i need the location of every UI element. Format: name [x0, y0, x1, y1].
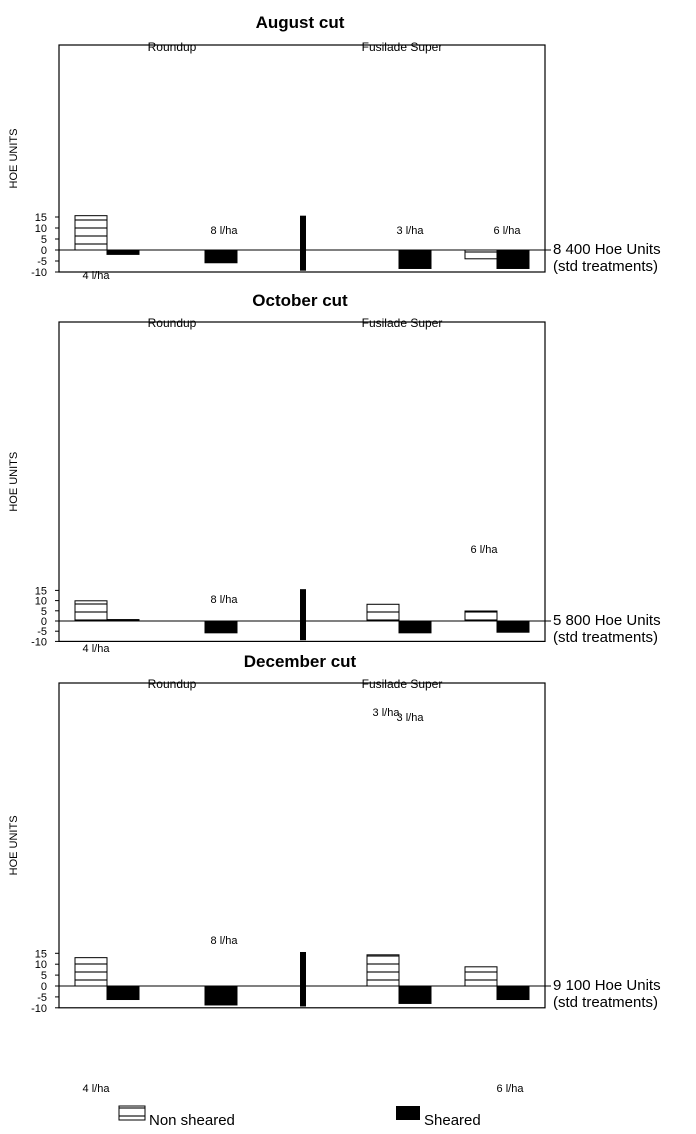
dose-label: 3 l/ha [397, 712, 425, 724]
y-tick-label: 10 [35, 223, 47, 235]
y-tick-label: 10 [35, 959, 47, 971]
dose-label: 3 l/ha [397, 225, 425, 237]
group-label: Fusilade Super [362, 316, 443, 330]
bar-non-sheared [366, 603, 400, 622]
bar-non-sheared [74, 957, 108, 987]
dose-label: 6 l/ha [471, 544, 499, 556]
y-tick-label: 15 [35, 585, 47, 597]
legend-swatch-non-sheared [118, 1105, 146, 1121]
y-tick-label: 10 [35, 596, 47, 608]
y-tick-label: 15 [35, 212, 47, 224]
dose-label: 4 l/ha [83, 270, 111, 282]
dose-label: 3 l/ha [373, 707, 401, 719]
group-divider [300, 589, 306, 641]
group-label: Roundup [148, 677, 197, 691]
bar-sheared [204, 249, 238, 264]
y-tick-label: 15 [35, 948, 47, 960]
dose-label: 6 l/ha [497, 1083, 525, 1095]
y-tick-label: 5 [41, 234, 47, 246]
bar-sheared [496, 620, 530, 633]
bar-sheared [496, 985, 530, 1001]
group-label: Fusilade Super [362, 677, 443, 691]
bar-non-sheared [464, 249, 498, 260]
bar-sheared [398, 249, 432, 269]
y-tick-label: 0 [41, 981, 47, 993]
group-divider [300, 951, 306, 1007]
chart-title: October cut [252, 291, 348, 310]
y-tick-label: -5 [37, 256, 47, 268]
legend: Non sheared Sheared [118, 1105, 481, 1129]
y-tick-label: 5 [41, 606, 47, 618]
bar-sheared [204, 985, 238, 1006]
group-label: Roundup [148, 40, 197, 54]
bar-non-sheared [366, 954, 400, 987]
hoe-units-label: 9 100 Hoe Units [553, 977, 661, 994]
hoe-units-label: 5 800 Hoe Units [553, 612, 661, 629]
bar-sheared [398, 985, 432, 1004]
hoe-units-label: 8 400 Hoe Units [553, 241, 661, 258]
y-axis-label: HOE UNITS [8, 129, 20, 189]
group-label: Roundup [148, 316, 197, 330]
y-tick-label: 0 [41, 245, 47, 257]
bar-sheared [204, 620, 238, 634]
dose-label: 4 l/ha [83, 643, 111, 655]
dose-label: 6 l/ha [494, 225, 522, 237]
y-tick-label: 0 [41, 616, 47, 628]
dose-label: 8 l/ha [211, 594, 239, 606]
bar-sheared [106, 249, 140, 255]
legend-label-non-sheared: Non sheared [149, 1112, 235, 1129]
bar-sheared [496, 249, 530, 269]
chart-panel: August cut Roundup Fusilade Super 151050-5-… [8, 13, 661, 282]
bar-sheared [106, 985, 140, 1001]
y-tick-label: -10 [31, 267, 47, 279]
y-tick-label: -10 [31, 1003, 47, 1015]
group-divider [300, 215, 306, 271]
plot-frame [58, 44, 546, 273]
bar-non-sheared [74, 600, 108, 622]
y-tick-label: -5 [37, 992, 47, 1004]
chart-title: August cut [256, 13, 345, 32]
y-axis-label: HOE UNITS [8, 452, 20, 512]
plot-frame [58, 321, 546, 642]
bar-non-sheared [464, 966, 498, 987]
plot-frame [58, 682, 546, 1009]
legend-label-sheared: Sheared [424, 1112, 481, 1129]
y-tick-label: -5 [37, 626, 47, 638]
dose-label: 4 l/ha [83, 1083, 111, 1095]
chart-panel: October cut Roundup Fusilade Super 151050-5… [8, 291, 661, 724]
bar-non-sheared [464, 610, 498, 622]
legend-swatch-sheared [396, 1106, 420, 1120]
y-tick-label: 5 [41, 970, 47, 982]
std-treatments-label: (std treatments) [553, 258, 658, 275]
dose-label: 8 l/ha [211, 935, 239, 947]
bar-sheared [106, 619, 140, 622]
std-treatments-label: (std treatments) [553, 994, 658, 1011]
y-axis-label: HOE UNITS [8, 815, 20, 875]
bar-non-sheared [74, 215, 108, 251]
chart-title: December cut [244, 652, 357, 671]
y-tick-label: -10 [31, 636, 47, 648]
std-treatments-label: (std treatments) [553, 629, 658, 646]
bar-sheared [398, 620, 432, 634]
dose-label: 8 l/ha [211, 225, 239, 237]
group-label: Fusilade Super [362, 40, 443, 54]
